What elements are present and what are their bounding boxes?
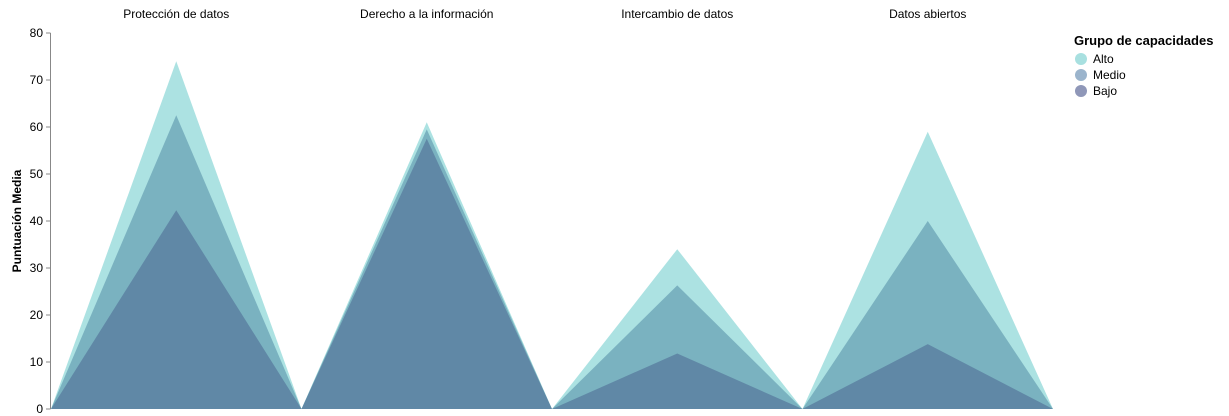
legend-swatch-bajo xyxy=(1075,85,1087,97)
category-label: Derecho a la información xyxy=(360,7,493,21)
category-label: Protección de datos xyxy=(123,7,229,21)
legend-swatch-alto xyxy=(1075,53,1087,65)
legend-swatch-medio xyxy=(1075,69,1087,81)
legend: Grupo de capacidades Alto Medio Bajo xyxy=(1074,33,1213,98)
y-tick-label: 30 xyxy=(30,261,44,275)
category-label: Datos abiertos xyxy=(889,7,966,21)
y-tick-label: 80 xyxy=(30,26,44,40)
y-tick-label: 40 xyxy=(30,214,44,228)
y-axis-label: Puntuación Media xyxy=(10,169,24,272)
y-tick-label: 50 xyxy=(30,167,44,181)
y-tick-label: 70 xyxy=(30,73,44,87)
area-marks xyxy=(51,61,1053,409)
y-tick-label: 20 xyxy=(30,308,44,322)
legend-title: Grupo de capacidades xyxy=(1074,33,1213,48)
area-bajo-1 xyxy=(302,139,553,409)
legend-label-alto: Alto xyxy=(1093,52,1114,66)
y-axis: 0 10 20 30 40 50 60 70 80 xyxy=(30,26,51,416)
legend-label-bajo: Bajo xyxy=(1093,84,1117,98)
y-tick-label: 0 xyxy=(36,402,43,416)
category-labels: Protección de datos Derecho a la informac… xyxy=(123,7,966,21)
y-tick-label: 60 xyxy=(30,120,44,134)
legend-label-medio: Medio xyxy=(1093,68,1126,82)
category-label: Intercambio de datos xyxy=(621,7,733,21)
y-tick-label: 10 xyxy=(30,355,44,369)
